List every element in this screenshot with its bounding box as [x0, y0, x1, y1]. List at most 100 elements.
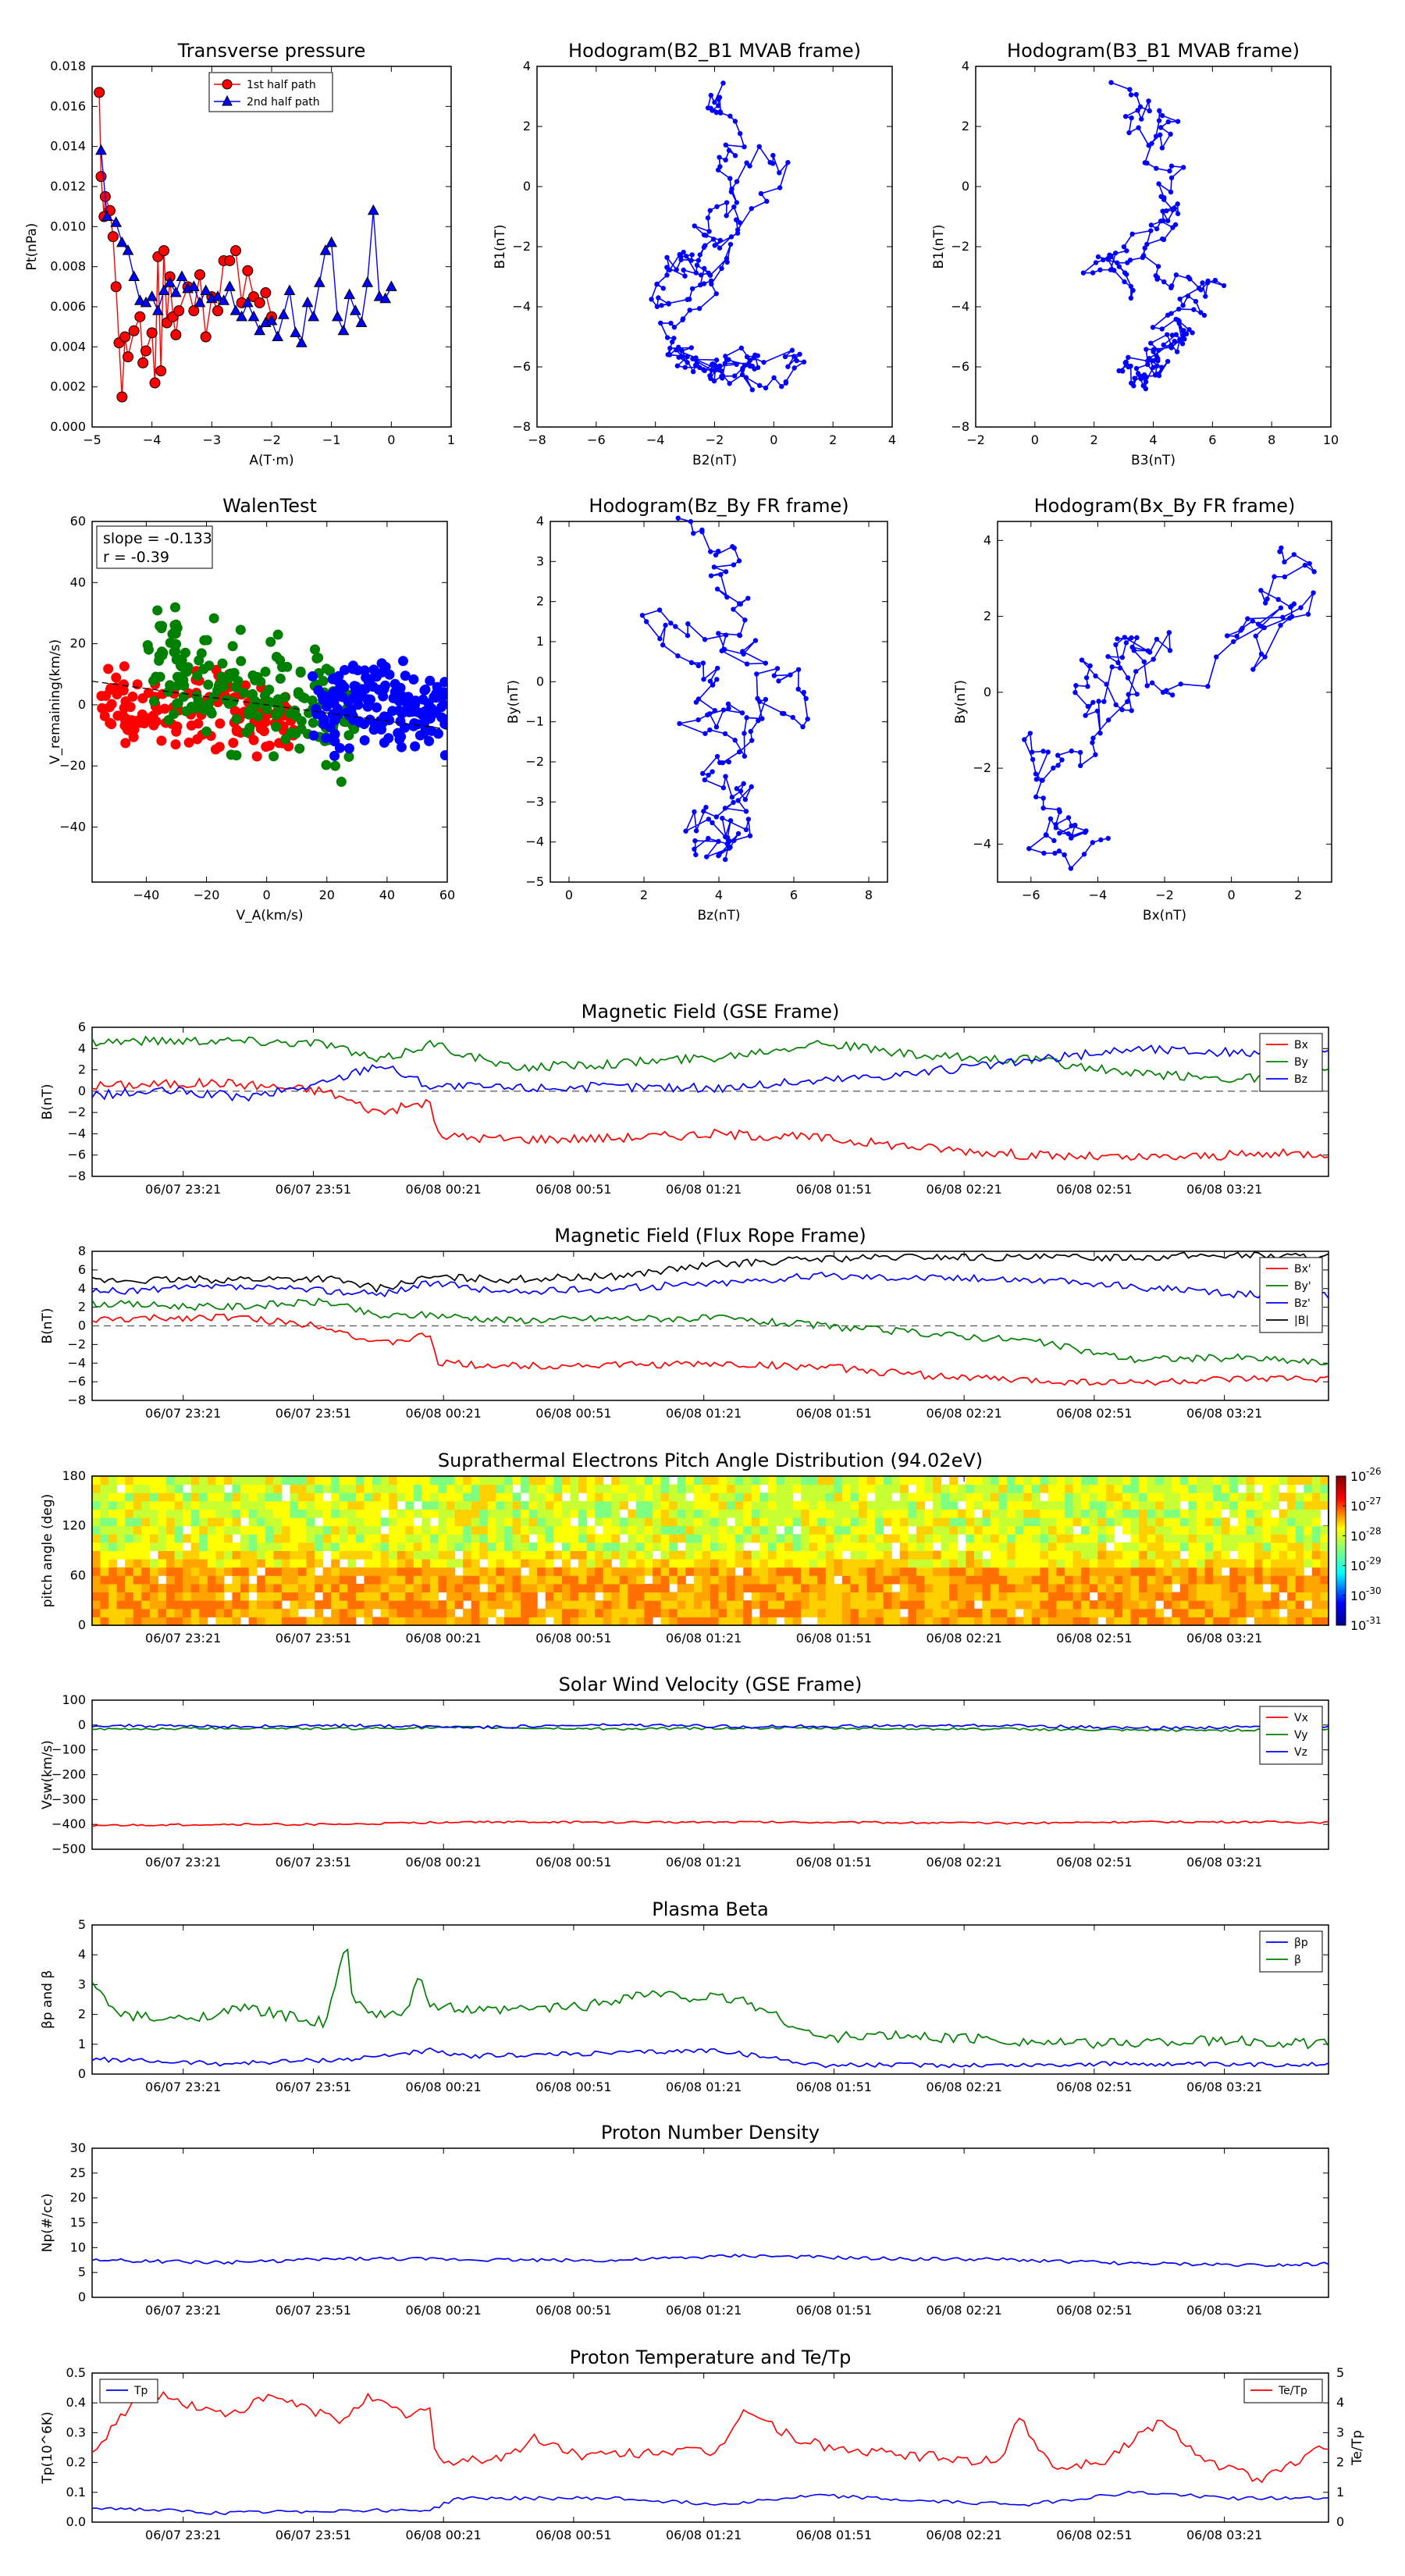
data-point: [679, 348, 685, 354]
heatmap-cell: [1089, 1525, 1098, 1535]
data-point: [164, 276, 176, 287]
x-tick-label: −40: [133, 888, 160, 902]
heatmap-cell: [1122, 1617, 1132, 1626]
data-point: [1185, 294, 1191, 299]
data-point: [1051, 838, 1057, 844]
heatmap-cell: [158, 1525, 167, 1535]
heatmap-cell: [149, 1617, 158, 1626]
heatmap-cell: [908, 1559, 917, 1568]
heatmap-cell: [991, 1550, 1000, 1560]
heatmap-cell: [693, 1600, 702, 1610]
x-axis-label: V_A(km/s): [236, 908, 303, 923]
heatmap-cell: [290, 1600, 299, 1610]
heatmap-cell: [1163, 1600, 1172, 1610]
data-point: [774, 666, 781, 671]
data-point: [1165, 358, 1171, 365]
heatmap-cell: [1172, 1509, 1181, 1518]
heatmap-cell: [1040, 1542, 1049, 1551]
x-tick-label: 06/08 00:51: [535, 2080, 611, 2094]
heatmap-cell: [1304, 1559, 1313, 1568]
heatmap-cell: [817, 1592, 827, 1601]
heatmap-cell: [1304, 1517, 1313, 1527]
heatmap-cell: [875, 1484, 884, 1493]
heatmap-cell: [446, 1575, 456, 1585]
heatmap-cell: [991, 1542, 1000, 1551]
series-line-p: [92, 2047, 1329, 2069]
heatmap-cell: [776, 1600, 785, 1610]
heatmap-cell: [389, 1484, 398, 1493]
data-point: [325, 693, 336, 704]
heatmap-cell: [1007, 1525, 1016, 1535]
heatmap-cell: [1007, 1617, 1016, 1626]
heatmap-cell: [718, 1534, 727, 1543]
panel-mag: Magnetic Field (GSE Frame)06/07 23:21 06/…: [40, 1001, 1329, 1197]
heatmap-cell: [248, 1525, 258, 1535]
heatmap-cell: [257, 1583, 266, 1593]
data-point: [712, 708, 718, 713]
heatmap-cell: [463, 1608, 472, 1617]
heatmap-cell: [957, 1608, 966, 1617]
heatmap-cell: [916, 1517, 926, 1527]
series-line-bz: [92, 1044, 1329, 1102]
data-point: [313, 276, 325, 287]
heatmap-cell: [595, 1559, 604, 1568]
heatmap-cell: [982, 1559, 991, 1568]
data-point: [1116, 264, 1122, 269]
heatmap-cell: [973, 1608, 983, 1617]
heatmap-cell: [586, 1583, 596, 1593]
heatmap-cell: [883, 1517, 892, 1527]
heatmap-cell: [841, 1592, 852, 1601]
data-point: [1057, 831, 1062, 836]
data-point: [321, 733, 332, 744]
heatmap-cell: [1172, 1600, 1181, 1610]
heatmap-cell: [125, 1592, 134, 1601]
data-point: [201, 635, 212, 646]
heatmap-cell: [265, 1542, 274, 1551]
heatmap-cell: [512, 1600, 521, 1610]
heatmap-cell: [751, 1509, 760, 1518]
heatmap-cell: [372, 1509, 382, 1518]
y-tick-label: −100: [52, 1742, 86, 1757]
heatmap-cell: [1048, 1517, 1058, 1527]
heatmap-cell: [125, 1559, 134, 1568]
heatmap-cell: [578, 1600, 588, 1610]
heatmap-cell: [1114, 1617, 1123, 1626]
data-point: [1124, 699, 1130, 705]
heatmap-cell: [1081, 1509, 1090, 1518]
heatmap-cell: [1221, 1608, 1230, 1617]
data-point: [424, 735, 435, 746]
heatmap-cell: [1204, 1600, 1214, 1610]
data-point: [708, 549, 713, 554]
heatmap-cell: [891, 1500, 901, 1510]
heatmap-cell: [595, 1567, 604, 1576]
heatmap-cell: [1204, 1493, 1214, 1502]
heatmap-cell: [710, 1517, 720, 1527]
heatmap-cell: [190, 1542, 200, 1551]
heatmap-cell: [92, 1476, 101, 1485]
heatmap-cell: [355, 1542, 365, 1551]
heatmap-cell: [1188, 1583, 1197, 1593]
heatmap-cell: [801, 1583, 810, 1593]
heatmap-cell: [331, 1484, 340, 1493]
heatmap-cell: [916, 1608, 926, 1617]
heatmap-cell: [125, 1534, 134, 1543]
heatmap-cell: [133, 1575, 142, 1585]
heatmap-cell: [973, 1550, 983, 1560]
legend-label: 2nd half path: [247, 96, 320, 109]
heatmap-cell: [487, 1575, 496, 1585]
heatmap-cell: [1072, 1575, 1082, 1585]
data-point: [668, 320, 674, 326]
heatmap-cell: [1311, 1550, 1321, 1560]
heatmap-cell: [784, 1484, 794, 1493]
x-tick-label: 20: [319, 888, 335, 902]
heatmap-cell: [446, 1534, 456, 1543]
heatmap-cell: [1262, 1592, 1272, 1601]
heatmap-cell: [759, 1493, 769, 1502]
data-point: [1113, 642, 1119, 648]
heatmap-cell: [306, 1509, 315, 1518]
heatmap-cell: [1221, 1617, 1230, 1626]
heatmap-cell: [347, 1476, 357, 1485]
heatmap-cell: [174, 1592, 183, 1601]
heatmap-cell: [710, 1500, 720, 1510]
heatmap-cell: [397, 1484, 406, 1493]
